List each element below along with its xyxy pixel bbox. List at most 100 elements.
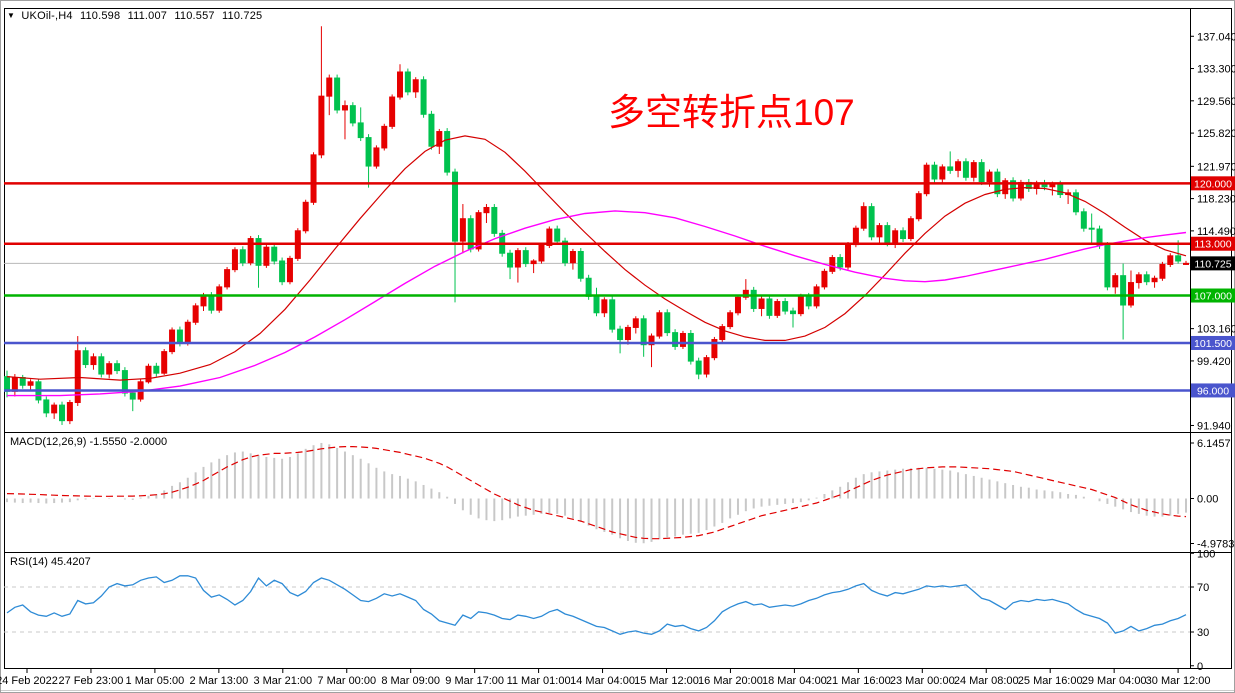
macd-axis-label: 6.1457 [1197, 438, 1231, 450]
candle [758, 296, 765, 317]
candle [892, 228, 899, 249]
candle [632, 316, 639, 334]
candle [1065, 189, 1072, 205]
candle [389, 94, 396, 129]
candle [907, 216, 914, 242]
time-axis-label: 1 Mar 05:00 [126, 675, 185, 687]
candle [624, 324, 631, 345]
candle [310, 152, 317, 205]
ma-slow-line [7, 210, 1187, 397]
candle [4, 370, 10, 398]
candle [955, 159, 962, 178]
candle [530, 259, 537, 274]
candle [1120, 263, 1127, 340]
candle [483, 204, 490, 224]
candle [271, 243, 278, 265]
time-axis-label: 24 Feb 2022 [0, 675, 58, 687]
candle [59, 401, 66, 425]
candle [397, 64, 403, 100]
symbol-expander-icon[interactable]: ▼ [7, 11, 16, 20]
ma-fast-line [6, 135, 1187, 381]
price-axis-label: 137.040 [1197, 31, 1235, 43]
candle [695, 357, 702, 380]
time-axis-label: 27 Feb 23:00 [59, 675, 124, 687]
candle [491, 204, 498, 237]
candle [1112, 273, 1119, 294]
rsi-line [6, 575, 1187, 635]
candle [224, 267, 231, 290]
candle [1135, 272, 1142, 289]
candle [1088, 213, 1095, 245]
rsi-axis-label: 0 [1197, 661, 1203, 673]
ohlc-high: 111.007 [127, 10, 168, 22]
rsi-axis-label: 100 [1197, 548, 1215, 560]
time-axis-label: 7 Mar 00:00 [317, 675, 376, 687]
candle [412, 77, 419, 98]
rsi-axis-label: 30 [1197, 627, 1209, 639]
candle [129, 389, 136, 412]
time-axis-label: 9 Mar 17:00 [445, 675, 504, 687]
price-axis-label: 103.160 [1197, 324, 1235, 336]
candle [90, 353, 97, 370]
price-level-badge: 107.000 [1191, 288, 1235, 303]
candle [734, 294, 741, 316]
candle [538, 242, 545, 264]
candle [609, 296, 616, 333]
price-axis-label: 129.560 [1197, 96, 1235, 108]
candle [452, 168, 459, 303]
price-axis: 137.040 133.300 129.560 125.820 121.970 118.2… [1190, 31, 1235, 432]
time-axis-label: 14 Mar 04:00 [570, 675, 635, 687]
candle [1025, 179, 1032, 192]
candle [648, 333, 655, 368]
candle [459, 204, 466, 254]
price-axis-label: 99.420 [1197, 356, 1231, 368]
level-lines [4, 182, 1190, 392]
time-axis-label: 30 Mar 12:00 [1146, 675, 1211, 687]
candle [1080, 208, 1087, 232]
time-axis-label: 11 Mar 01:00 [507, 675, 571, 687]
time-axis-label: 15 Mar 12:00 [634, 675, 699, 687]
candle [365, 134, 372, 188]
chart-header: ▼ UKOil-,H4 110.598 111.007 110.557 110.… [7, 10, 266, 22]
macd-axis-label: 0.00 [1197, 494, 1218, 506]
candle [302, 199, 309, 234]
price-axis-label: 121.970 [1197, 161, 1235, 173]
candle [1159, 261, 1166, 281]
candle [239, 246, 246, 267]
candle [915, 191, 922, 222]
time-axis-label: 23 Mar 00:00 [890, 675, 955, 687]
candle [279, 257, 286, 286]
candle [939, 164, 946, 184]
time-axis-label: 2 Mar 13:00 [189, 675, 248, 687]
candle [829, 254, 836, 274]
candle [428, 110, 435, 150]
candle [1127, 270, 1134, 308]
svg-text:110.725: 110.725 [1194, 258, 1231, 270]
candle [404, 68, 411, 96]
time-axis-label: 24 Mar 08:00 [954, 675, 1019, 687]
rsi-panel[interactable]: 100 70 30 0 [4, 548, 1215, 673]
candle [947, 151, 954, 174]
candle [349, 102, 356, 127]
candle [43, 396, 50, 418]
candle [192, 303, 199, 325]
macd-axis-label: -4.9783 [1197, 539, 1234, 551]
candle [1104, 242, 1111, 291]
time-axis-label: 3 Mar 21:00 [253, 675, 312, 687]
svg-text:96.000: 96.000 [1197, 385, 1229, 397]
candle [514, 248, 521, 283]
rsi-axis-label: 70 [1197, 582, 1209, 594]
candle [656, 310, 663, 339]
candle [900, 227, 907, 243]
svg-text:120.000: 120.000 [1194, 178, 1232, 190]
macd-panel[interactable]: 6.1457 0.00 -4.9783 [6, 438, 1234, 551]
price-axis-label: 118.230 [1197, 194, 1235, 206]
candle [444, 128, 451, 176]
candle [962, 158, 969, 181]
time-axis[interactable]: 24 Feb 2022 27 Feb 23:00 1 Mar 05:00 2 Mar … [0, 668, 1211, 687]
time-axis-label: 25 Mar 16:00 [1018, 675, 1083, 687]
candle [19, 374, 26, 389]
candlestick-series [4, 26, 1189, 425]
